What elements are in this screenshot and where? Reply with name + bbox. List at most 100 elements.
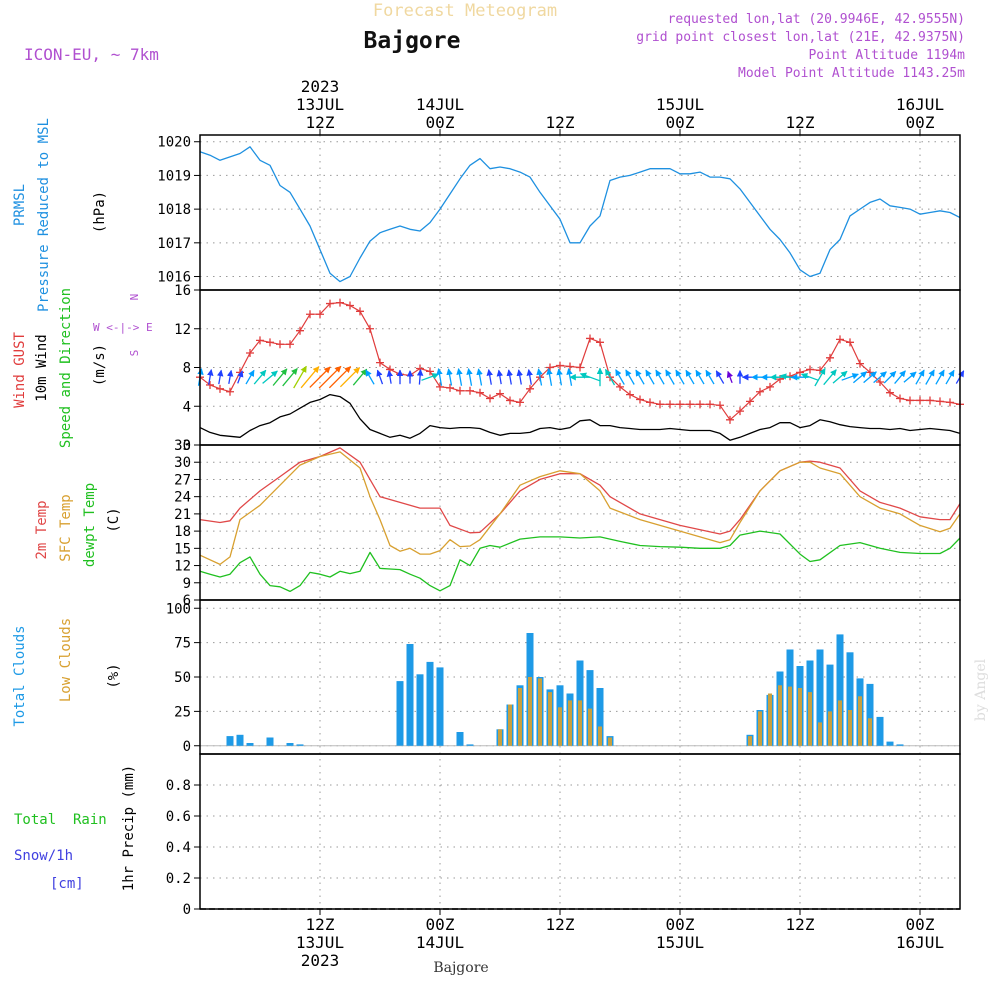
y-tick-label: 33 — [174, 438, 191, 454]
snow-label: Snow/1h — [14, 848, 73, 864]
chart-title: Forecast Meteogram — [373, 1, 557, 21]
low-cloud-bar — [558, 707, 562, 746]
wind-arrow — [536, 368, 543, 386]
precip-label: 1hr Precip (mm) — [121, 765, 137, 891]
gust-point — [676, 400, 684, 409]
gust-point — [936, 397, 944, 406]
gust-point — [296, 326, 304, 335]
low-cloud-bar — [508, 704, 512, 746]
wind-arrow — [945, 369, 955, 385]
wind-arrow — [352, 368, 368, 386]
total-clouds-label: Total Clouds — [12, 625, 28, 726]
wind-arrow — [486, 369, 493, 385]
y-tick-label: 0.8 — [166, 778, 191, 794]
total-cloud-bar — [426, 661, 434, 746]
wind-arrow — [466, 368, 473, 386]
gust-point — [596, 338, 604, 347]
total-cloud-bar — [596, 688, 604, 746]
point-altitude: Point Altitude 1194m — [808, 48, 965, 63]
watermark: by Angel — [973, 658, 989, 721]
wind-arrow — [894, 370, 906, 385]
gust-point — [656, 400, 664, 409]
total-cloud-bar — [586, 670, 594, 746]
gust-point — [716, 401, 724, 410]
grid-point-coords: grid point closest lon,lat (21E, 42.9375… — [636, 30, 965, 45]
gust-point — [346, 301, 354, 310]
wind-arrow — [863, 371, 877, 384]
gust-point — [306, 310, 314, 319]
wind-arrow — [516, 369, 523, 385]
low-cloud-bar — [778, 685, 782, 746]
y-tick-label: 30 — [174, 455, 191, 471]
wind-arrow — [915, 369, 925, 385]
wind-arrow — [253, 369, 267, 385]
wind-arrow — [715, 370, 725, 384]
wind-arrow — [579, 372, 600, 382]
gust-point — [356, 307, 364, 316]
low-cloud-bar — [798, 688, 802, 746]
y-tick-label: 21 — [174, 507, 191, 523]
axis-layer: 1016101710181019102004812166912151821242… — [157, 77, 944, 970]
bottom-time-label: 00Z — [666, 915, 695, 934]
wind-arrow — [216, 369, 224, 385]
wind-arrow — [832, 370, 848, 384]
gust-point — [906, 396, 914, 405]
panel-labels: PRMSL Pressure Reduced to MSL (hPa) Wind… — [12, 118, 153, 892]
low-cloud-bar — [808, 692, 812, 746]
y-tick-label: 25 — [174, 704, 191, 720]
total-cloud-bar — [406, 644, 414, 746]
low-cloud-bar — [768, 693, 772, 746]
pressure-label-1: PRMSL — [12, 184, 28, 226]
total-cloud-bar — [866, 683, 874, 746]
wind-arrow — [476, 368, 483, 386]
total-cloud-bar — [266, 737, 274, 746]
top-time-label: 12Z — [306, 113, 335, 132]
total-cloud-bar — [846, 652, 854, 746]
wind-arrow — [625, 369, 635, 385]
gust-point — [686, 400, 694, 409]
gust-point — [226, 387, 234, 396]
dewpoint-series — [199, 530, 961, 593]
low-clouds-label: Low Clouds — [58, 618, 74, 702]
wind-arrow — [416, 369, 424, 385]
low-cloud-bar — [518, 688, 522, 746]
rain-label: Total Rain — [14, 812, 107, 828]
wind-arrow — [726, 370, 733, 384]
wind-arrow — [852, 371, 868, 384]
bottom-time-label: 00Z — [906, 915, 935, 934]
compass-n: N — [128, 294, 141, 301]
wind10m-label: 10m Wind — [34, 334, 50, 401]
wind-arrow — [823, 369, 837, 386]
panel-frame — [199, 444, 961, 601]
low-cloud-bar — [528, 677, 532, 746]
gust-point — [616, 382, 624, 391]
top-time-label: 13JUL — [296, 95, 344, 114]
gust-point — [376, 358, 384, 367]
pressure-series — [199, 146, 961, 283]
wind-arrow — [873, 371, 887, 384]
total-cloud-bar — [826, 664, 834, 746]
wind-arrow — [814, 367, 826, 387]
gust-point — [466, 386, 474, 395]
top-time-label: 00Z — [426, 113, 455, 132]
y-tick-label: 0 — [183, 739, 191, 755]
gust-point — [276, 340, 284, 349]
gust-point — [736, 407, 744, 416]
bottom-time-label: 12Z — [306, 915, 335, 934]
y-tick-label: 12 — [174, 559, 191, 575]
pressure-label-2: Pressure Reduced to MSL — [36, 118, 52, 312]
low-cloud-bar — [548, 692, 552, 746]
panel-frame — [199, 134, 961, 291]
bottom-time-label: 12Z — [786, 915, 815, 934]
y-tick-label: 1020 — [157, 135, 191, 151]
total-cloud-bar — [836, 634, 844, 746]
y-tick-label: 12 — [174, 322, 191, 338]
wind-arrow — [925, 369, 935, 385]
data-layer — [196, 146, 965, 910]
gust-point — [256, 336, 264, 345]
wind-arrow — [365, 369, 375, 385]
y-tick-label: 0.6 — [166, 809, 191, 825]
top-time-label: 16JUL — [896, 95, 944, 114]
clouds-unit: (%) — [106, 663, 122, 688]
